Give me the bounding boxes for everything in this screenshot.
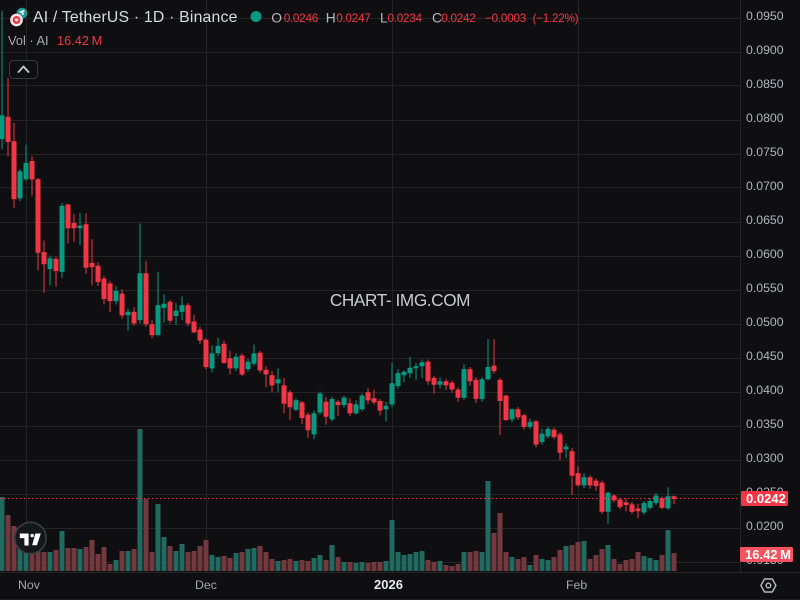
svg-text:CHART- IMG.COM: CHART- IMG.COM — [330, 290, 470, 310]
svg-text:0.0450: 0.0450 — [746, 349, 784, 363]
svg-text:0.0650: 0.0650 — [746, 213, 784, 227]
svg-text:0.0350: 0.0350 — [746, 417, 784, 431]
svg-text:0.0950: 0.0950 — [746, 9, 784, 23]
svg-text:0.0700: 0.0700 — [746, 179, 784, 193]
svg-text:0.0300: 0.0300 — [746, 451, 784, 465]
svg-text:0.0550: 0.0550 — [746, 281, 784, 295]
svg-text:AI / TetherUS · 1D · Binance: AI / TetherUS · 1D · Binance — [33, 9, 238, 26]
svg-text:0.0600: 0.0600 — [746, 247, 784, 261]
svg-text:0.0242: 0.0242 — [746, 491, 786, 506]
svg-text:0.0850: 0.0850 — [746, 77, 784, 91]
svg-text:16.42 M: 16.42 M — [57, 33, 102, 48]
svg-text:16.42 M: 16.42 M — [745, 547, 791, 562]
svg-text:0.0900: 0.0900 — [746, 43, 784, 57]
svg-text:Vol · AI: Vol · AI — [8, 33, 49, 48]
svg-text:0.0750: 0.0750 — [746, 145, 784, 159]
svg-text:2026: 2026 — [374, 577, 403, 592]
svg-text:Feb: Feb — [566, 578, 587, 592]
svg-text:0.0800: 0.0800 — [746, 111, 784, 125]
svg-text:Nov: Nov — [18, 578, 41, 592]
svg-text:0.0400: 0.0400 — [746, 383, 784, 397]
svg-text:0.0200: 0.0200 — [746, 519, 784, 533]
svg-text:Dec: Dec — [195, 578, 217, 592]
svg-text:0.0500: 0.0500 — [746, 315, 784, 329]
